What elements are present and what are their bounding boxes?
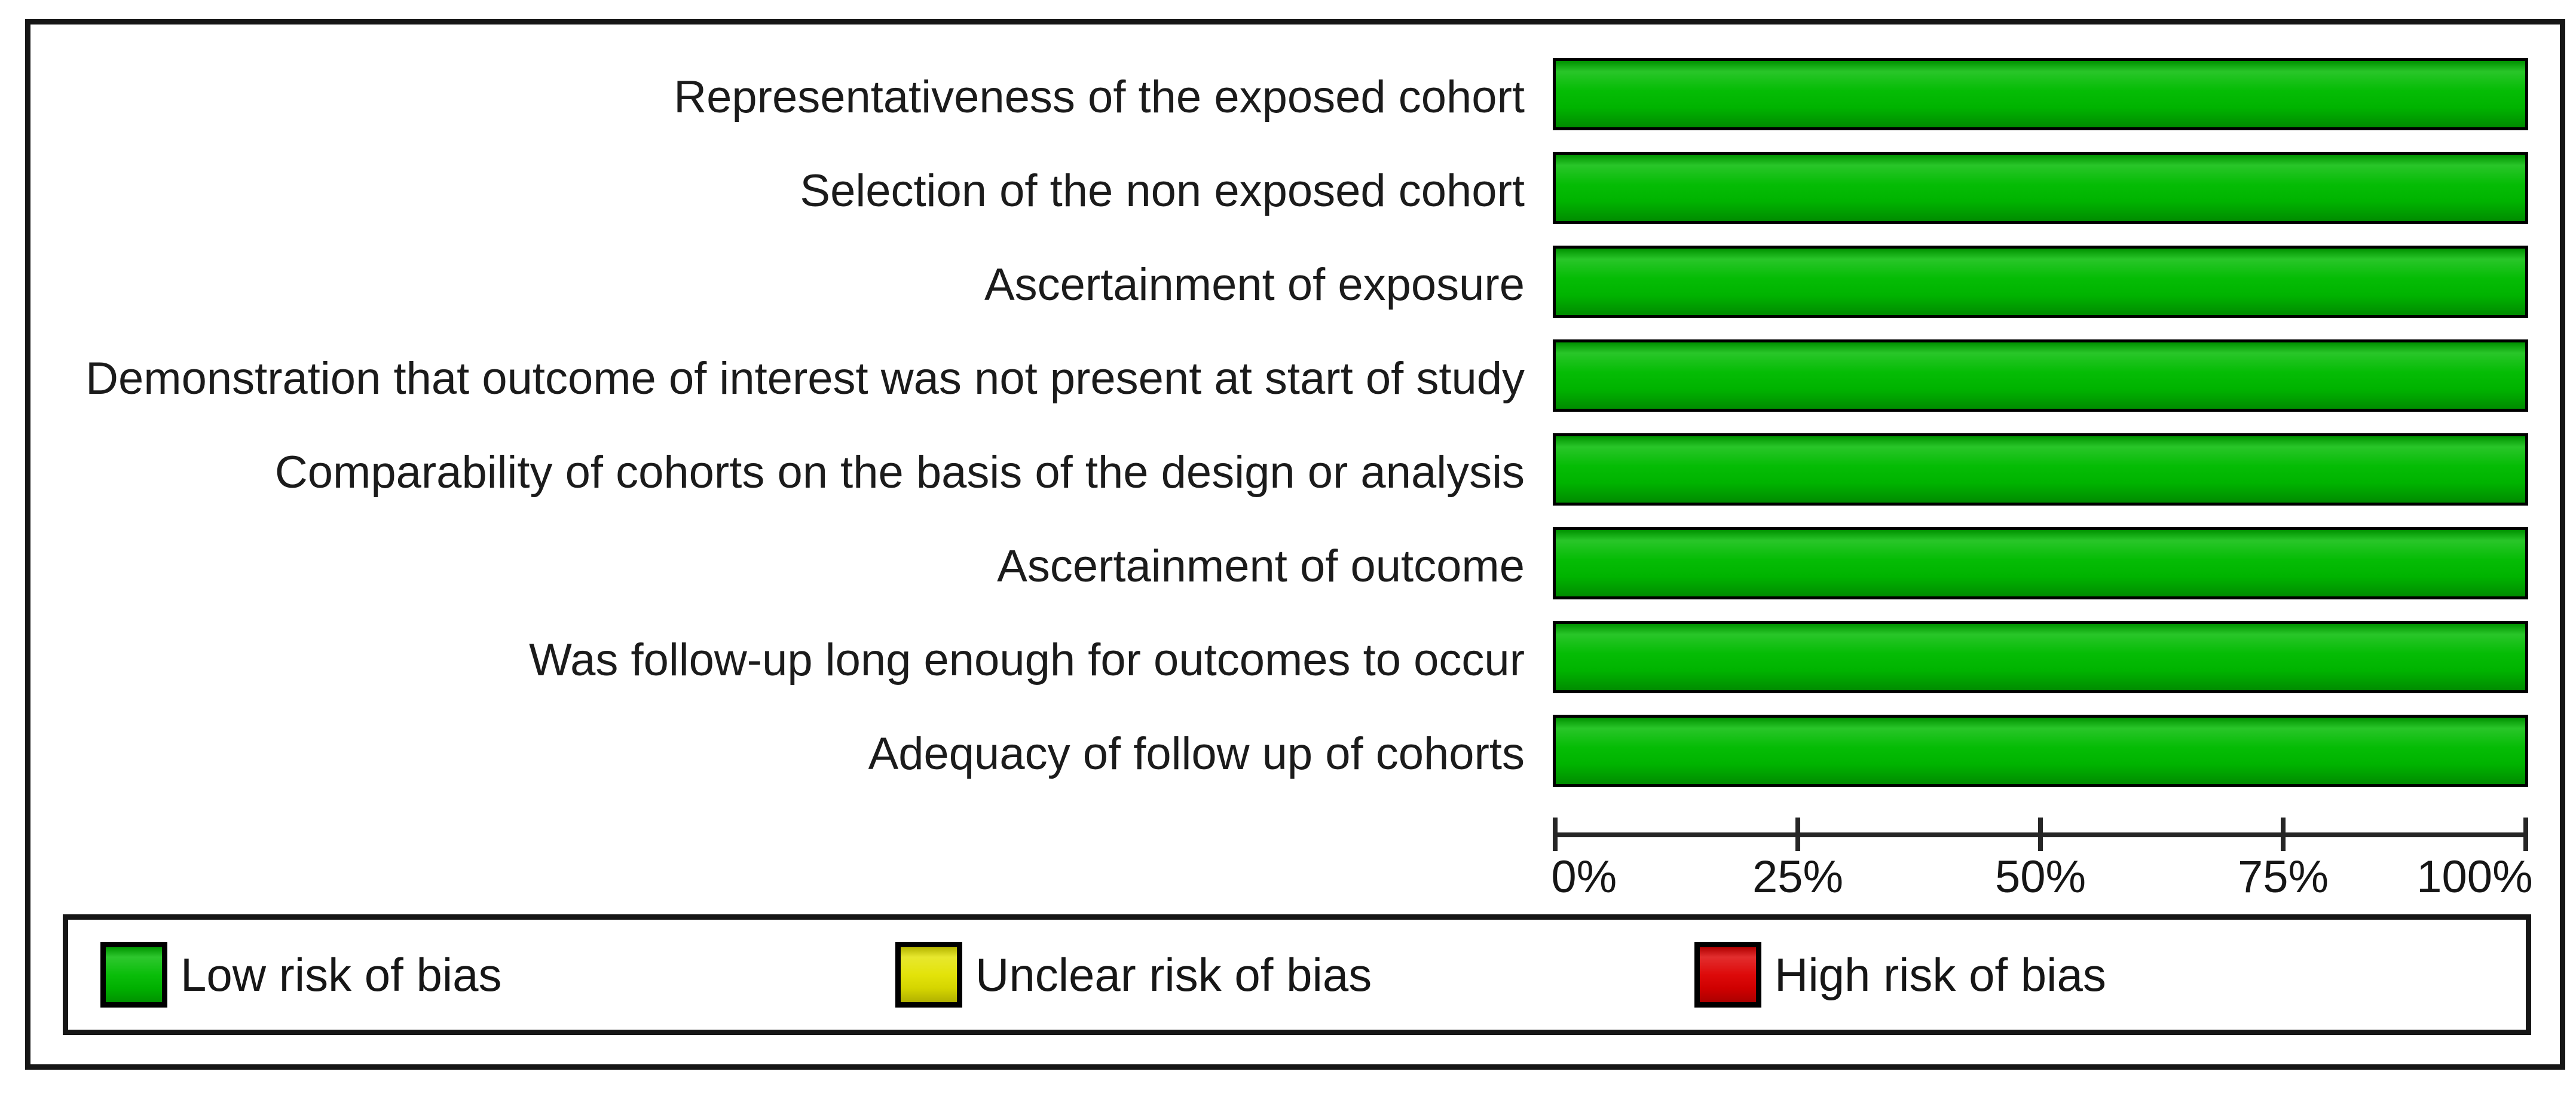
bar-track — [1553, 339, 2528, 412]
x-axis-tick-0: 0% — [1551, 818, 1617, 900]
x-axis-tick-label: 100% — [2416, 852, 2533, 902]
bar-track — [1553, 152, 2528, 224]
row-label: Was follow-up long enough for outcomes t… — [529, 634, 1525, 685]
chart-row: Selection of the non exposed cohort — [30, 141, 2560, 235]
bar-segment-low-risk — [1553, 527, 2528, 599]
bar-segment-low-risk — [1553, 58, 2528, 130]
x-axis-tick-label: 50% — [1994, 852, 2087, 902]
row-label: Demonstration that outcome of interest w… — [85, 353, 1525, 404]
bar-rows: Representativeness of the exposed cohort… — [30, 47, 2560, 798]
bar-segment-low-risk — [1553, 715, 2528, 787]
chart-row: Comparability of cohorts on the basis of… — [30, 423, 2560, 516]
chart-row: Was follow-up long enough for outcomes t… — [30, 610, 2560, 704]
chart-row: Ascertainment of exposure — [30, 235, 2560, 329]
low-risk-swatch-icon — [100, 942, 167, 1008]
bar-track — [1553, 715, 2528, 787]
bar-segment-low-risk — [1553, 433, 2528, 506]
legend-label: Unclear risk of bias — [975, 948, 1372, 1001]
chart-row: Demonstration that outcome of interest w… — [30, 329, 2560, 423]
row-label: Representativeness of the exposed cohort — [674, 71, 1525, 123]
x-axis-tick-label: 75% — [2237, 852, 2329, 902]
row-label: Ascertainment of exposure — [984, 259, 1525, 310]
x-axis-tick-100: 100% — [2416, 818, 2533, 900]
bar-track — [1553, 621, 2528, 693]
chart-row: Adequacy of follow up of cohorts — [30, 704, 2560, 798]
legend-item-low-risk: Low risk of bias — [100, 942, 502, 1008]
legend-box: Low risk of bias Unclear risk of bias Hi… — [63, 914, 2531, 1035]
bar-segment-low-risk — [1553, 246, 2528, 318]
bar-track — [1553, 246, 2528, 318]
chart-row: Representativeness of the exposed cohort — [30, 47, 2560, 141]
high-risk-swatch-icon — [1694, 942, 1761, 1008]
x-axis-tick-label: 25% — [1752, 852, 1844, 902]
legend-item-high-risk: High risk of bias — [1694, 942, 2106, 1008]
row-label: Selection of the non exposed cohort — [800, 165, 1525, 216]
chart-row: Ascertainment of outcome — [30, 516, 2560, 610]
bar-segment-low-risk — [1553, 339, 2528, 412]
x-axis-tick-75: 75% — [2238, 818, 2329, 900]
bar-track — [1553, 58, 2528, 130]
figure-frame: Representativeness of the exposed cohort… — [25, 19, 2565, 1070]
unclear-risk-swatch-icon — [895, 942, 962, 1008]
x-axis-tick-50: 50% — [1995, 818, 2086, 900]
row-label: Comparability of cohorts on the basis of… — [274, 446, 1525, 498]
bar-track — [1553, 527, 2528, 599]
legend-label: Low risk of bias — [180, 948, 502, 1001]
x-axis-tick-label: 0% — [1551, 852, 1617, 902]
legend-item-unclear-risk: Unclear risk of bias — [895, 942, 1372, 1008]
row-label: Ascertainment of outcome — [997, 540, 1525, 592]
bar-segment-low-risk — [1553, 152, 2528, 224]
bar-segment-low-risk — [1553, 621, 2528, 693]
legend-label: High risk of bias — [1775, 948, 2106, 1001]
row-label: Adequacy of follow up of cohorts — [868, 728, 1525, 779]
bar-track — [1553, 433, 2528, 506]
x-axis-tick-25: 25% — [1752, 818, 1843, 900]
